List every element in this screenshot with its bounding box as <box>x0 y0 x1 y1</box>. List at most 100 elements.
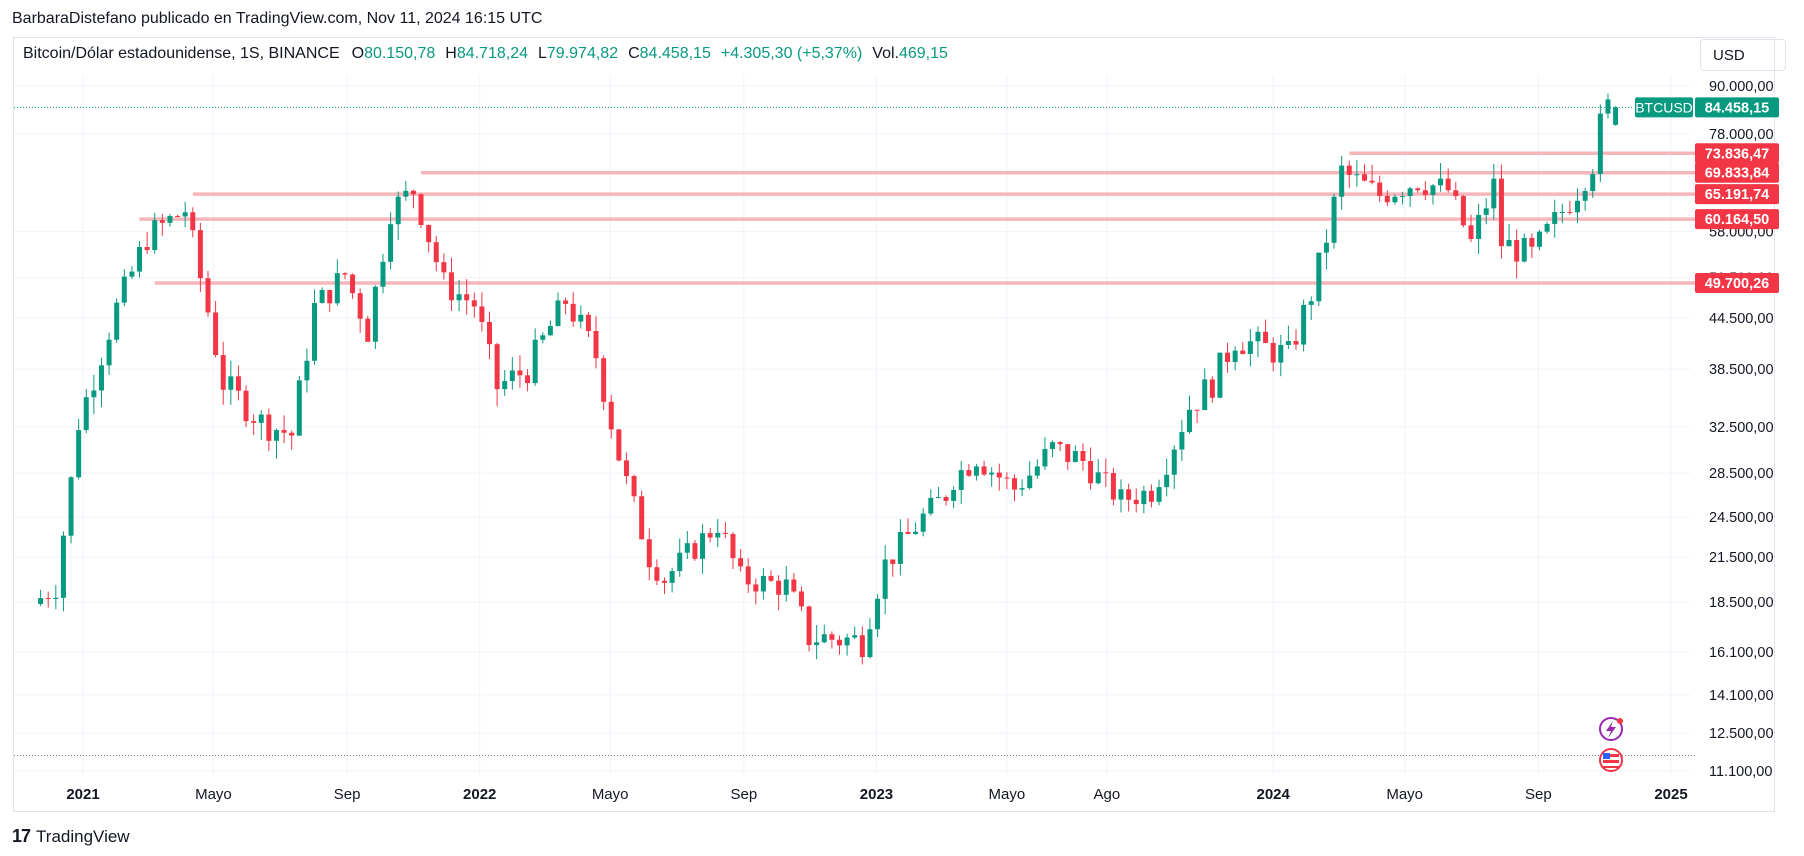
candle <box>616 428 622 462</box>
y-tick-label: 78.000,00 <box>1709 127 1774 143</box>
candle <box>517 355 523 388</box>
candle <box>852 626 858 640</box>
candle <box>1514 229 1520 279</box>
low-value: 79.974,82 <box>546 45 619 62</box>
candle <box>479 292 485 332</box>
candle <box>1301 299 1307 352</box>
candle-body <box>1582 191 1588 201</box>
candle-body <box>1141 490 1147 505</box>
level-tag: 49.700,26 <box>1705 276 1770 292</box>
candle-body <box>1019 488 1025 490</box>
candle <box>273 428 279 459</box>
candle-body <box>1567 211 1573 213</box>
candle <box>98 357 104 408</box>
us-flag-event-icon[interactable] <box>1599 748 1623 772</box>
candle-body <box>1225 352 1231 363</box>
candle-body <box>639 496 645 540</box>
candle <box>426 224 432 253</box>
close-label: C <box>628 45 640 62</box>
candle-body <box>1613 107 1619 125</box>
candle-body <box>334 273 340 304</box>
candle <box>684 531 690 560</box>
candle-body <box>776 580 782 595</box>
candle <box>319 287 325 304</box>
candle-body <box>350 274 356 294</box>
candle <box>327 289 333 312</box>
candle <box>228 360 234 405</box>
candle <box>631 474 637 503</box>
candle <box>1270 337 1276 372</box>
candle-body <box>707 533 713 538</box>
candle-body <box>509 370 515 382</box>
open-value: 80.150,78 <box>364 45 436 62</box>
currency-selector[interactable]: USD <box>1700 39 1786 71</box>
candle-body <box>190 212 196 231</box>
candle-body <box>251 421 257 423</box>
candle-body <box>1095 472 1101 484</box>
candle-body <box>1316 252 1322 302</box>
candle-body <box>304 360 310 381</box>
x-tick-label: Ago <box>1094 786 1121 803</box>
candle <box>882 545 888 615</box>
candle <box>464 279 470 315</box>
candle <box>1575 188 1581 224</box>
candle <box>456 280 462 312</box>
candle-body <box>1164 474 1170 488</box>
symbol-tag: BTCUSD <box>1635 99 1693 115</box>
candle <box>1422 181 1428 201</box>
candle <box>745 558 751 593</box>
x-tick-label: Mayo <box>989 786 1026 803</box>
candle <box>129 266 135 280</box>
candle <box>53 584 59 610</box>
candle-body <box>837 639 843 646</box>
candle-body <box>114 302 120 340</box>
candle-body <box>1468 225 1474 239</box>
candle <box>920 508 926 537</box>
candle <box>137 241 143 278</box>
candle-body <box>1605 99 1611 114</box>
candle <box>662 577 668 595</box>
candle <box>312 289 318 365</box>
candle-body <box>60 535 66 598</box>
candle-body <box>1407 188 1413 197</box>
candle-body <box>973 466 979 476</box>
candle-body <box>814 642 820 646</box>
candle-body <box>532 339 538 384</box>
candle-body <box>798 591 804 607</box>
candle <box>167 213 173 227</box>
candle <box>608 394 614 439</box>
candle <box>213 300 219 358</box>
candle <box>1521 233 1527 263</box>
candle <box>829 631 835 649</box>
lightning-event-icon[interactable] <box>1599 717 1623 741</box>
candle-body <box>1453 190 1459 197</box>
candle-body <box>1202 379 1208 411</box>
candle <box>669 567 675 593</box>
candle <box>1186 395 1192 434</box>
candle <box>487 311 493 360</box>
candle <box>1011 474 1017 502</box>
candle <box>403 180 409 201</box>
candle <box>525 369 531 392</box>
candle <box>1293 329 1299 350</box>
candle <box>1438 163 1444 192</box>
candle <box>258 410 264 440</box>
candle <box>981 460 987 477</box>
candle <box>540 332 546 344</box>
candle-body <box>1293 341 1299 345</box>
candle <box>890 559 896 577</box>
candle <box>1072 445 1078 463</box>
candle <box>1536 230 1542 251</box>
candle-body <box>730 534 736 559</box>
level-tag: 69.833,84 <box>1705 166 1770 182</box>
candle <box>996 463 1002 491</box>
candle-body <box>646 539 652 568</box>
candle-body <box>410 190 416 195</box>
candle <box>1597 104 1603 183</box>
symbol-description[interactable]: Bitcoin/Dólar estadounidense, 1S, BINANC… <box>23 45 340 62</box>
candle-body <box>684 543 690 553</box>
candle-body <box>106 339 112 366</box>
candle <box>220 341 226 405</box>
candle-body <box>631 476 637 497</box>
